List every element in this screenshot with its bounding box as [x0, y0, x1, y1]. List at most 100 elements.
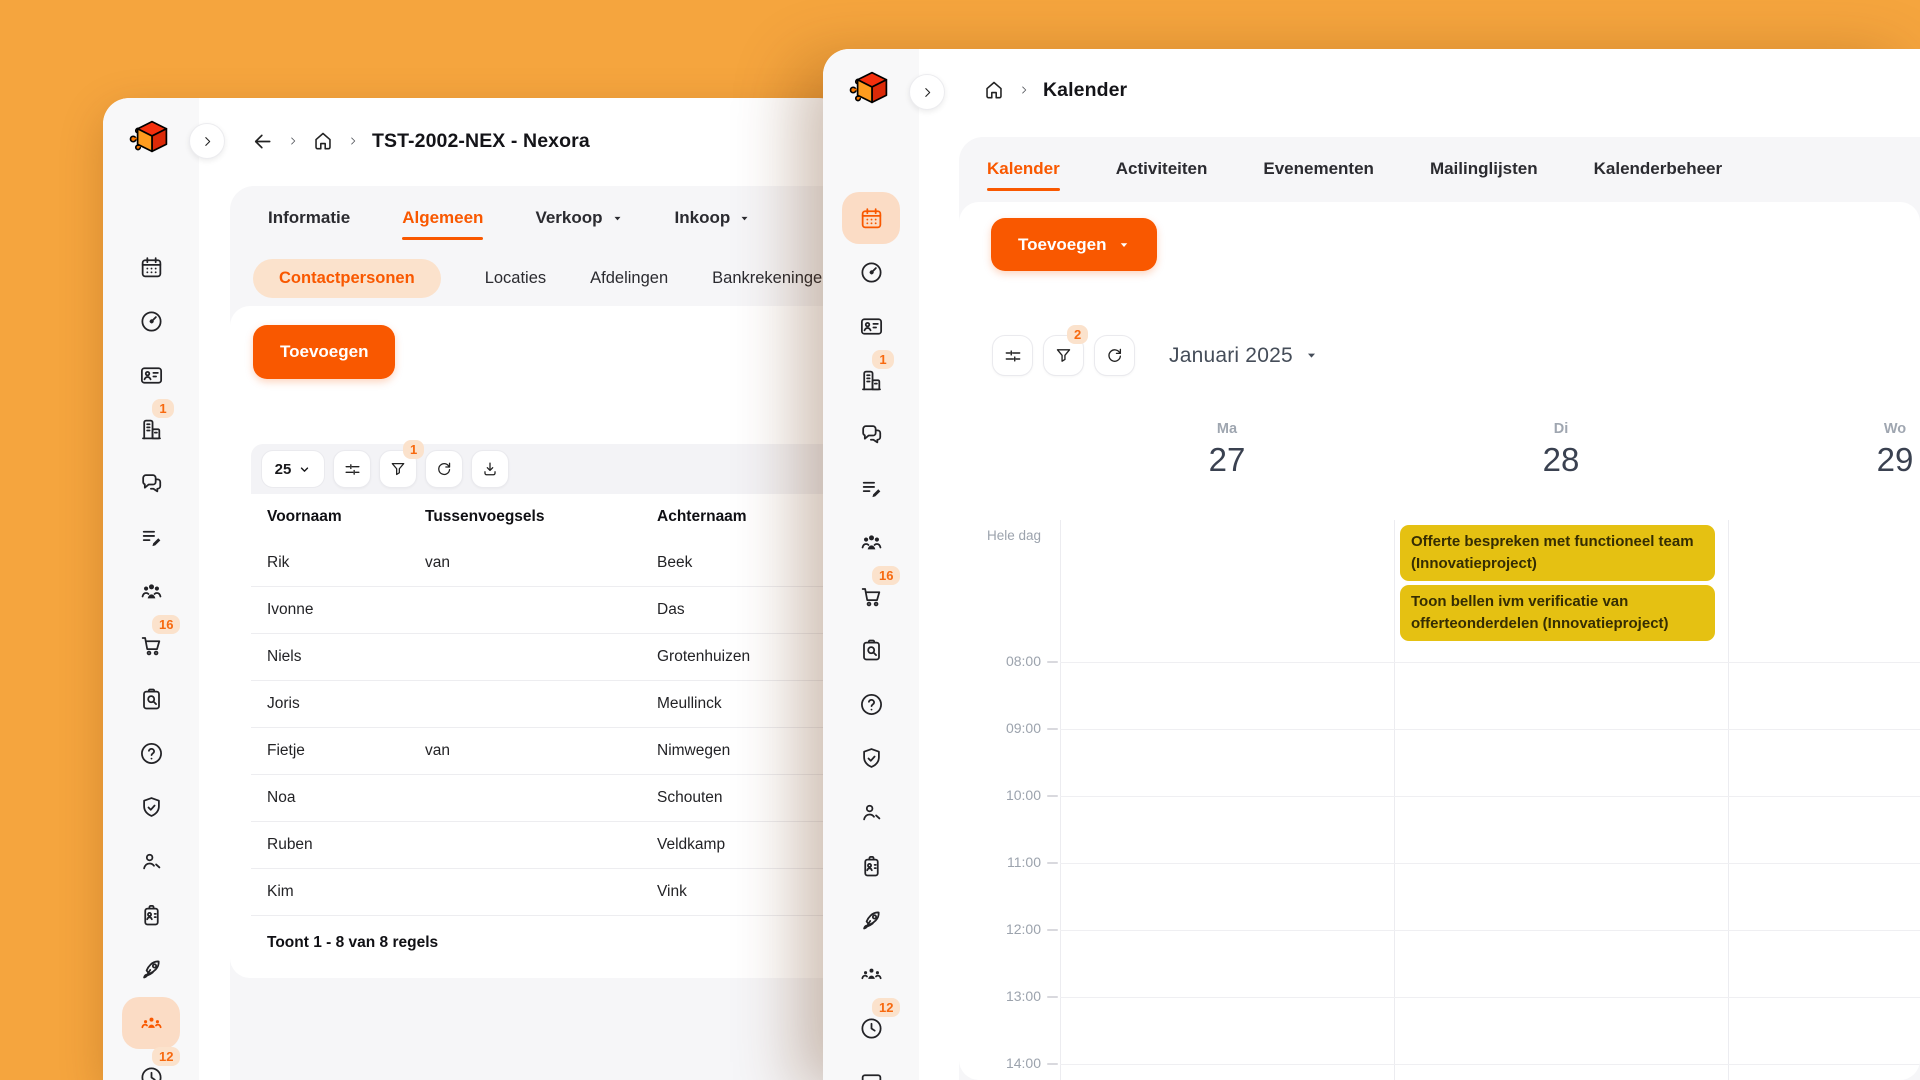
- table-cell: Joris: [267, 695, 300, 712]
- sidebar-item-notes[interactable]: [131, 517, 171, 557]
- table-row[interactable]: Ruben Veldkamp: [251, 822, 845, 869]
- chev-icon: [204, 136, 210, 146]
- sidebar-item-id-badge[interactable]: [851, 846, 891, 886]
- sidebar-item-clipboard-search[interactable]: [851, 630, 891, 670]
- back-button[interactable]: [251, 130, 274, 153]
- caret-dark-icon: [1307, 353, 1315, 358]
- refresh-button[interactable]: [1094, 335, 1135, 376]
- sidebar-item-calendar[interactable]: [131, 247, 171, 287]
- month-picker[interactable]: Januari 2025: [1169, 344, 1318, 368]
- sidebar-item-contact-card[interactable]: [851, 306, 891, 346]
- sidebar-item-people[interactable]: [851, 522, 891, 562]
- sidebar-item-dashboard[interactable]: [131, 301, 171, 341]
- tab-kalenderbeheer[interactable]: Kalenderbeheer: [1594, 137, 1723, 201]
- sidebar-item-calendar[interactable]: [851, 198, 891, 238]
- sidebar-item-team[interactable]: [851, 954, 891, 994]
- id-badge-icon: [143, 904, 159, 925]
- sidebar-item-cart[interactable]: 16: [851, 566, 901, 616]
- sidebar-item-person[interactable]: [851, 792, 891, 832]
- sidebar-item-clipboard-search[interactable]: [131, 679, 171, 719]
- subtab-bankrekeningen[interactable]: Bankrekeningen: [712, 268, 832, 287]
- sidebar-item-help[interactable]: [131, 733, 171, 773]
- filter-button[interactable]: 1: [379, 440, 425, 488]
- tab-evenementen[interactable]: Evenementen: [1263, 137, 1374, 201]
- app-logo: [848, 68, 892, 112]
- sidebar-item-rocket[interactable]: [851, 900, 891, 940]
- table-row[interactable]: Noa Schouten: [251, 775, 845, 822]
- column-settings-button[interactable]: [333, 450, 371, 488]
- day-name: Di: [1553, 421, 1569, 437]
- sidebar-expand-button[interactable]: [189, 123, 225, 159]
- tab-bar: Kalender Activiteiten Evenementen Mailingli…: [959, 137, 1920, 201]
- sidebar-item-shield[interactable]: [851, 738, 891, 778]
- calendar-event[interactable]: Offerte bespreken met functioneel team (…: [1400, 525, 1715, 581]
- table-row[interactable]: Joris Meullinck: [251, 681, 845, 728]
- right-sidebar: 1 16 12: [823, 49, 919, 1080]
- subtab-locaties[interactable]: Locaties: [484, 268, 547, 287]
- refresh-button[interactable]: [425, 450, 463, 488]
- home-icon: [315, 132, 331, 150]
- sidebar-item-rocket[interactable]: [131, 949, 171, 989]
- sidebar-item-screen[interactable]: [851, 1062, 891, 1080]
- sidebar-item-help[interactable]: [851, 684, 891, 724]
- filter-button[interactable]: 2: [1043, 325, 1089, 376]
- sidebar-item-cart[interactable]: 16: [131, 615, 181, 665]
- sidebar-item-chat[interactable]: [851, 414, 891, 454]
- add-event-button[interactable]: Toevoegen: [991, 218, 1158, 271]
- subtab-contactpersonen[interactable]: Contactpersonen: [253, 258, 441, 298]
- view-settings-button[interactable]: [992, 335, 1033, 376]
- sidebar-expand-button[interactable]: [909, 74, 945, 110]
- table-row[interactable]: Kim Vink: [251, 869, 845, 916]
- sidebar-item-shield[interactable]: [131, 787, 171, 827]
- sidebar-item-contact-card[interactable]: [131, 355, 171, 395]
- sidebar-item-clock[interactable]: 12: [131, 1047, 181, 1080]
- home-button[interactable]: [983, 79, 1005, 101]
- rocket-icon: [142, 960, 160, 978]
- column-header[interactable]: Tussenvoegsels: [425, 508, 545, 525]
- sidebar-item-notes[interactable]: [851, 468, 891, 508]
- table-row[interactable]: Rik van Beek: [251, 540, 845, 587]
- subtab-afdelingen[interactable]: Afdelingen: [590, 268, 669, 287]
- sidebar-item-person[interactable]: [131, 841, 171, 881]
- sidebar-item-clock[interactable]: 12: [851, 998, 901, 1048]
- notification-badge: 12: [872, 998, 901, 1017]
- tab-informatie[interactable]: Informatie: [268, 186, 350, 250]
- person-icon: [142, 853, 160, 869]
- clipboard-search-icon: [862, 639, 880, 660]
- column-header[interactable]: Voornaam: [267, 508, 342, 525]
- help-icon: [140, 742, 162, 764]
- sidebar-item-people[interactable]: [131, 571, 171, 611]
- page-title: TST-2002-NEX - Nexora: [372, 129, 590, 152]
- download-button[interactable]: [471, 450, 509, 488]
- cart-icon: [141, 636, 160, 655]
- sidebar-item-chat[interactable]: [131, 463, 171, 503]
- caret-down-icon: [1118, 239, 1130, 251]
- hour-grid-line: [1060, 930, 1920, 931]
- tab-activiteiten[interactable]: Activiteiten: [1116, 137, 1208, 201]
- caret-icon: [1121, 242, 1128, 247]
- calendar-event[interactable]: Toon bellen ivm verificatie van offerteo…: [1400, 585, 1715, 641]
- sidebar-item-company[interactable]: 1: [851, 350, 894, 400]
- home-button[interactable]: [312, 130, 334, 152]
- company-icon: [861, 370, 881, 390]
- table-row[interactable]: Ivonne Das: [251, 587, 845, 634]
- contacts-table: Voornaam Tussenvoegsels Achternaam Rik van Be…: [251, 494, 845, 970]
- table-row[interactable]: Fietje van Nimwegen: [251, 728, 845, 775]
- clock-icon: [861, 1018, 881, 1038]
- time-label: 12:00: [1005, 921, 1041, 937]
- tab-algemeen[interactable]: Algemeen: [402, 186, 484, 250]
- tab-inkoop[interactable]: Inkoop: [675, 186, 751, 250]
- page-size-select[interactable]: 25: [261, 450, 325, 488]
- sidebar-item-dashboard[interactable]: [851, 252, 891, 292]
- sidebar-item-company[interactable]: 1: [131, 399, 174, 449]
- sidebar-item-id-badge[interactable]: [131, 895, 171, 935]
- chev-icon: [1022, 86, 1027, 94]
- tab-verkoop[interactable]: Verkoop: [535, 186, 622, 250]
- tab-mailinglijsten[interactable]: Mailinglijsten: [1430, 137, 1538, 201]
- tab-kalender[interactable]: Kalender: [987, 137, 1060, 201]
- sidebar-item-team[interactable]: [131, 1003, 171, 1043]
- column-header[interactable]: Achternaam: [657, 508, 747, 525]
- filter-icon: [391, 462, 405, 476]
- add-contact-button[interactable]: Toevoegen: [253, 325, 396, 379]
- table-row[interactable]: Niels Grotenhuizen: [251, 634, 845, 681]
